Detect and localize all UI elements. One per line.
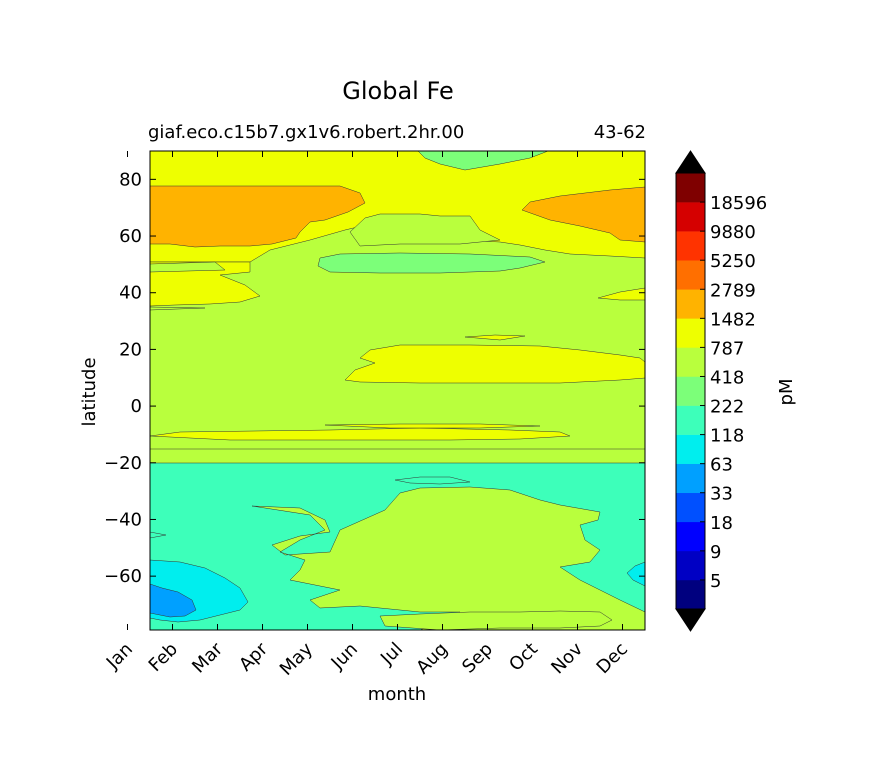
y-tick-label: −40 <box>104 509 142 530</box>
colorbar-tick-label: 9 <box>710 542 721 563</box>
plot-area <box>150 151 645 630</box>
region-222-418-spot <box>394 476 471 485</box>
colorbar-tick-label: 33 <box>710 484 733 505</box>
colorbar-segment <box>676 202 705 232</box>
x-tick-label: Jun <box>327 639 362 674</box>
colorbar-segment <box>676 318 705 348</box>
colorbar-extend-bottom <box>675 608 706 632</box>
region-787-1482-thin <box>324 423 541 429</box>
region-418-787-lat35 <box>150 306 206 311</box>
colorbar-tick-label: 418 <box>710 367 744 388</box>
region-118-222-east <box>626 561 645 587</box>
x-tick-label: Jul <box>376 639 407 670</box>
colorbar-tick-label: 18 <box>710 513 733 534</box>
x-tick-label: Oct <box>505 639 542 676</box>
colorbar-segment <box>676 521 705 552</box>
region-418-787-south-strip <box>379 610 613 630</box>
colorbar-segment <box>676 405 705 435</box>
x-tick-label: Dec <box>593 639 632 678</box>
colorbar-tick-label: 9880 <box>710 222 756 243</box>
y-tick-label: −20 <box>104 453 142 474</box>
x-tick-label: Apr <box>235 638 272 675</box>
x-axis-label: month <box>368 684 426 705</box>
chart-subtitle-right: 43-62 <box>594 122 646 143</box>
colorbar-segment <box>676 289 705 319</box>
x-tick-label: Mar <box>188 638 227 677</box>
region-222-418-lat50 <box>317 252 546 274</box>
x-tick-label: Aug <box>412 639 452 679</box>
colorbar-tick-label: 5250 <box>710 251 756 272</box>
y-axis: 80 60 40 20 0 −20 −40 −60 <box>104 169 645 587</box>
y-tick-label: 20 <box>119 339 142 360</box>
colorbar-tick-label: 222 <box>710 397 744 418</box>
x-tick-label: Sep <box>458 639 497 678</box>
colorbar-tick-label: 1482 <box>710 309 756 330</box>
x-tick-label: May <box>276 638 317 679</box>
colorbar-tick-label: 118 <box>710 426 744 447</box>
colorbar-tick-label: 787 <box>710 338 744 359</box>
y-tick-label: 40 <box>119 283 142 304</box>
colorbar-segment <box>676 434 705 464</box>
region-222-418-lat85 <box>417 151 549 171</box>
x-tick-label: Feb <box>145 639 182 676</box>
chart-subtitle-left: giaf.eco.c15b7.gx1v6.robert.2hr.00 <box>148 122 464 143</box>
colorbar-frame <box>675 172 706 610</box>
region-1482-2789-west <box>150 185 366 248</box>
colorbar-label: pM <box>776 379 797 406</box>
colorbar-tick-label: 5 <box>710 571 721 592</box>
region-787-1482-north-tropic <box>344 344 645 384</box>
colorbar-segment <box>676 579 705 610</box>
y-tick-label: −60 <box>104 566 142 587</box>
colorbar-segment <box>676 231 705 261</box>
region-418-787-lat50 <box>150 261 226 273</box>
colorbar-tick-label: 2789 <box>710 280 756 301</box>
region-418-787-south-tongue <box>251 486 645 630</box>
colorbar-segment <box>676 550 705 581</box>
y-tick-label: 80 <box>119 169 142 190</box>
colorbar-extend-top <box>675 150 706 174</box>
chart-title: Global Fe <box>342 77 453 105</box>
colorbar-tick-label: 63 <box>710 455 733 476</box>
region-63-118-southwest <box>150 583 197 618</box>
x-tick-label: Jan <box>102 639 137 674</box>
colorbar-segment <box>676 260 705 290</box>
region-787-1482-equator <box>150 427 571 441</box>
region-787-1482-spot <box>464 334 526 341</box>
x-tick-label: Nov <box>547 638 587 678</box>
y-tick-label: 60 <box>119 226 142 247</box>
region-1482-2789-east <box>521 186 645 243</box>
y-axis-label: latitude <box>79 357 100 426</box>
region-787-1482-east-edge <box>597 287 645 301</box>
colorbar-segment <box>676 376 705 406</box>
colorbar-tick-label: 18596 <box>710 193 767 214</box>
colorbar-segment <box>676 173 705 203</box>
region-222-418-notch <box>150 531 167 539</box>
region-418-787-north-pocket <box>349 213 501 247</box>
colorbar-segment <box>676 463 705 494</box>
region-787-1482-northwest <box>150 261 261 307</box>
colorbar: 5 9 18 33 63 118 222 418 787 1482 2789 5250 9880 1859… <box>675 150 767 632</box>
y-tick-label: 0 <box>131 396 142 417</box>
colorbar-segment <box>676 492 705 523</box>
colorbar-segment <box>676 347 705 377</box>
